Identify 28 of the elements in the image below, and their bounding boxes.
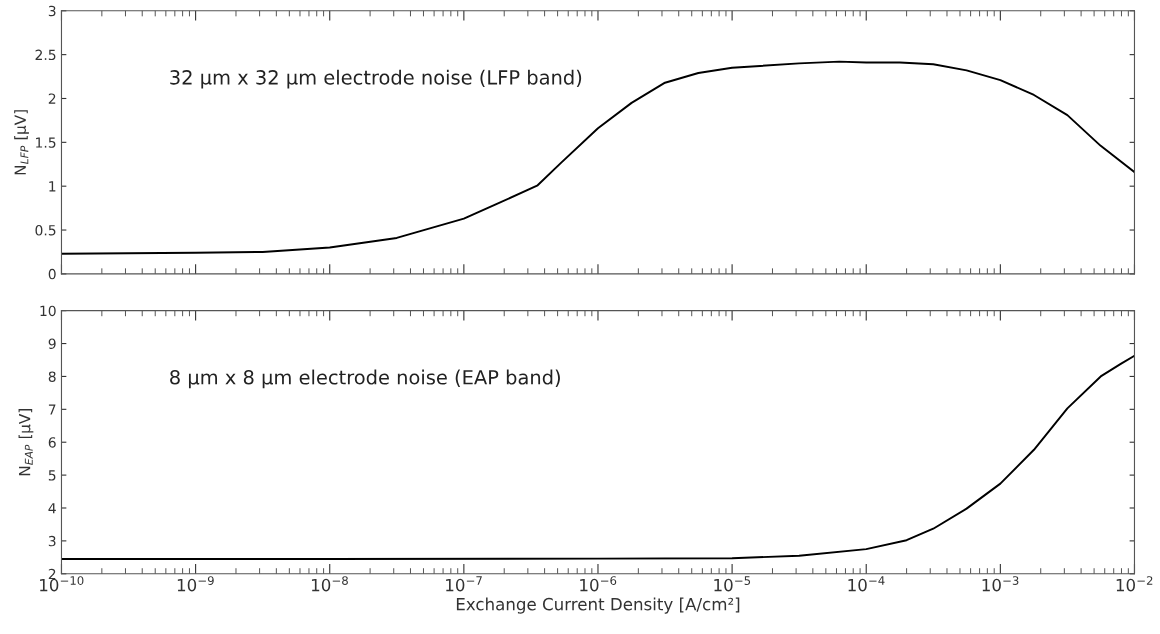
y-tick-label: 1.5 bbox=[36, 137, 56, 148]
y-tick-label: 7 bbox=[48, 404, 56, 415]
x-tick-label: 10$^{−4}$ bbox=[848, 576, 885, 592]
y-tick-label: 3 bbox=[48, 535, 56, 547]
y-axis-title: N$_{EAP}$ [µV] bbox=[18, 409, 34, 476]
annotation: 8 µm x 8 µm electrode noise (EAP band) bbox=[170, 369, 560, 389]
x-tick-label: 10$^{−6}$ bbox=[580, 576, 617, 592]
y-axis-title: N$_{LFP}$ [µV] bbox=[14, 110, 29, 175]
y-tick-label: 5 bbox=[48, 470, 56, 481]
x-tick-label: 10$^{−5}$ bbox=[714, 576, 751, 592]
x-tick-label: 10$^{−2}$ bbox=[1116, 576, 1153, 592]
x-tick-label: 10$^{−8}$ bbox=[311, 576, 348, 592]
y-tick-label: 1 bbox=[49, 181, 56, 192]
y-tick-label: 4 bbox=[48, 503, 56, 514]
y-tick-label: 6 bbox=[48, 437, 56, 448]
y-tick-label: 2 bbox=[48, 93, 56, 104]
x-tick-label: 10$^{−7}$ bbox=[446, 576, 482, 592]
annotation: 32 µm x 32 µm electrode noise (LFP band) bbox=[170, 69, 582, 89]
y-tick-label: 9 bbox=[48, 338, 56, 350]
y-tick-label: 0 bbox=[48, 268, 56, 280]
y-tick-label: 2.5 bbox=[35, 49, 56, 61]
y-tick-label: 0.5 bbox=[35, 225, 56, 236]
x-axis-title: Exchange Current Density [A/cm²] bbox=[456, 597, 740, 614]
x-tick-label: 10$^{−3}$ bbox=[982, 576, 1019, 592]
y-tick-label: 8 bbox=[48, 371, 56, 382]
y-tick-label: 10 bbox=[40, 305, 56, 317]
y-tick-label: 3 bbox=[48, 5, 56, 17]
x-tick-label: 10$^{−9}$ bbox=[177, 576, 214, 592]
